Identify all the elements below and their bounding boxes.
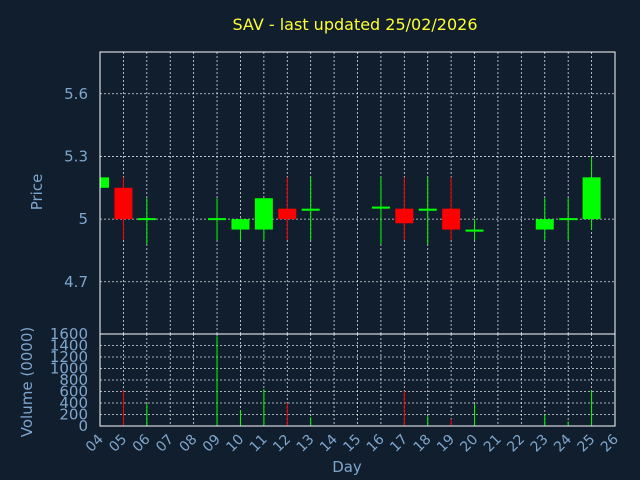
price-tick-label: 4.7 [64, 273, 88, 291]
candle-body [114, 187, 133, 220]
candle [278, 177, 297, 240]
volume-tick-label: 1400 [50, 337, 88, 355]
candle-body [278, 208, 297, 220]
day-tick-label: 26 [598, 431, 622, 455]
candle-body [254, 198, 273, 230]
candle [254, 198, 273, 240]
price-tick-label: 5 [78, 210, 88, 228]
day-tick-label: 20 [457, 432, 481, 456]
candle-body [100, 177, 109, 188]
day-tick-label: 05 [106, 432, 130, 456]
day-tick-label: 11 [247, 432, 271, 456]
candle-body [395, 208, 414, 224]
candle [371, 177, 390, 245]
candle-body [418, 208, 437, 211]
volume-tick-label: 1200 [50, 348, 88, 366]
day-tick-label: 25 [574, 432, 598, 456]
volume-axis-label: Volume (0000) [18, 327, 36, 437]
day-tick-label: 22 [504, 432, 528, 456]
price-tick-labels: 4.7 5 5.3 5.6 [64, 85, 88, 291]
candle [559, 198, 578, 240]
candle [395, 177, 414, 240]
day-tick-label: 18 [411, 432, 435, 456]
day-axis-label: Day [332, 458, 362, 476]
day-tick-label: 06 [130, 431, 154, 455]
volume-tick-label: 600 [59, 383, 88, 401]
candle [99, 177, 109, 188]
candle-body [535, 219, 554, 230]
day-tick-label: 04 [83, 431, 107, 455]
price-tick-label: 5.3 [64, 147, 88, 165]
volume-tick-label: 0 [78, 417, 88, 435]
volume-tick-label: 200 [59, 406, 88, 424]
day-tick-label: 16 [364, 431, 388, 455]
candle-body [559, 218, 578, 221]
day-tick-label: 07 [153, 432, 177, 456]
day-tick-label: 10 [223, 432, 247, 456]
day-tick-label: 21 [481, 432, 505, 456]
candles-layer [99, 156, 601, 245]
candle-body [137, 218, 156, 221]
candle-body [301, 208, 320, 211]
volume-plot-frame [99, 333, 616, 427]
day-tick-label: 09 [200, 432, 224, 456]
day-tick-label: 24 [551, 431, 575, 455]
volume-tick-label: 1600 [50, 325, 88, 343]
candle-body [582, 177, 601, 220]
candle-body [208, 218, 227, 221]
candle-body [371, 206, 390, 209]
day-tick-label: 12 [270, 432, 294, 456]
candle [208, 198, 227, 240]
day-tick-label: 19 [434, 432, 458, 456]
price-tick-label: 5.6 [64, 85, 88, 103]
volume-grid [100, 334, 615, 426]
volume-tick-label: 1000 [50, 360, 88, 378]
candle-body [442, 208, 461, 230]
volume-bars-layer [122, 336, 593, 426]
day-tick-labels: 04 05 06 07 08 09 10 11 12 13 14 15 16 17 18 19 20 21 22 23… [83, 431, 622, 455]
candle [231, 219, 250, 240]
candle-body [231, 219, 250, 230]
candle-body [465, 229, 484, 232]
day-tick-label: 17 [387, 432, 411, 456]
price-grid [100, 52, 615, 334]
candle [301, 177, 320, 240]
day-tick-label: 14 [317, 431, 341, 455]
day-tick-label: 08 [177, 432, 201, 456]
price-axis-label: Price [28, 174, 46, 211]
day-tick-label: 15 [340, 432, 364, 456]
candle [137, 198, 156, 245]
day-tick-label: 23 [528, 432, 552, 456]
chart-title: SAV - last updated 25/02/2026 [232, 15, 477, 34]
candle [535, 198, 554, 240]
candle [114, 177, 133, 240]
candle [582, 156, 601, 230]
volume-tick-label: 800 [59, 371, 88, 389]
day-tick-label: 13 [294, 432, 318, 456]
candle [465, 219, 484, 240]
volume-tick-label: 400 [59, 394, 88, 412]
candle [418, 177, 437, 245]
candle [442, 177, 461, 240]
